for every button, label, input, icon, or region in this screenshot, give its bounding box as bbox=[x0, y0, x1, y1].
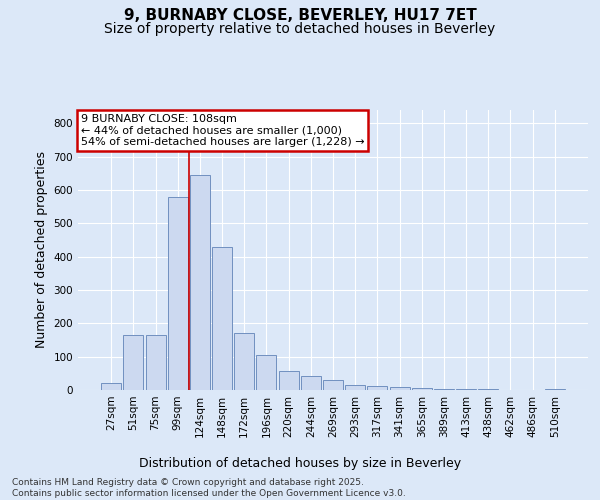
Text: Size of property relative to detached houses in Beverley: Size of property relative to detached ho… bbox=[104, 22, 496, 36]
Bar bbox=[101, 384, 121, 390]
Bar bbox=[234, 334, 254, 390]
Text: 9, BURNABY CLOSE, BEVERLEY, HU17 7ET: 9, BURNABY CLOSE, BEVERLEY, HU17 7ET bbox=[124, 8, 476, 22]
Bar bbox=[212, 246, 232, 390]
Text: Contains HM Land Registry data © Crown copyright and database right 2025.
Contai: Contains HM Land Registry data © Crown c… bbox=[12, 478, 406, 498]
Bar bbox=[456, 389, 476, 390]
Bar bbox=[412, 388, 432, 390]
Text: 9 BURNABY CLOSE: 108sqm
← 44% of detached houses are smaller (1,000)
54% of semi: 9 BURNABY CLOSE: 108sqm ← 44% of detache… bbox=[80, 114, 364, 148]
Bar bbox=[345, 385, 365, 390]
Text: Distribution of detached houses by size in Beverley: Distribution of detached houses by size … bbox=[139, 458, 461, 470]
Bar bbox=[190, 175, 210, 390]
Bar bbox=[146, 335, 166, 390]
Bar bbox=[389, 387, 410, 390]
Y-axis label: Number of detached properties: Number of detached properties bbox=[35, 152, 48, 348]
Bar bbox=[256, 355, 277, 390]
Bar bbox=[278, 371, 299, 390]
Bar bbox=[168, 196, 188, 390]
Bar bbox=[124, 335, 143, 390]
Bar bbox=[301, 376, 321, 390]
Bar bbox=[545, 389, 565, 390]
Bar bbox=[434, 388, 454, 390]
Bar bbox=[323, 380, 343, 390]
Bar bbox=[367, 386, 388, 390]
